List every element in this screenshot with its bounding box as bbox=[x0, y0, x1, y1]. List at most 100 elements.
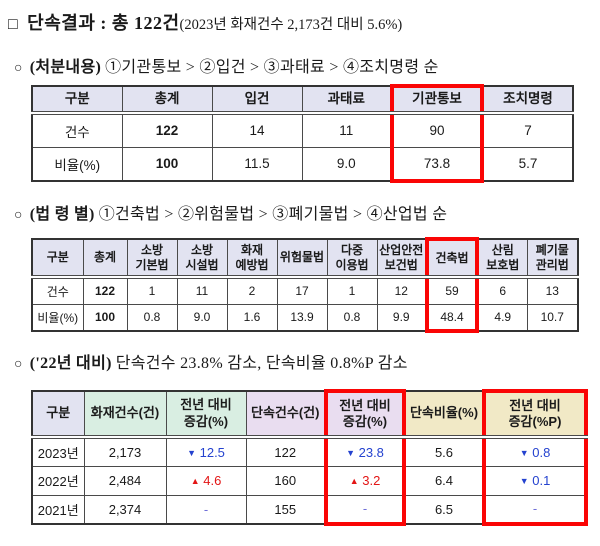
data-cell-trend-highlighted: ▼ 0.1 bbox=[482, 465, 588, 496]
data-cell: 5.7 bbox=[481, 146, 574, 182]
column-header: 산림 보호법 bbox=[476, 238, 528, 279]
data-cell: 7 bbox=[481, 112, 574, 148]
circle-bullet-icon: ○ bbox=[14, 61, 23, 76]
data-cell: 10.7 bbox=[526, 303, 579, 332]
table-row: 건수 122 1 11 2 17 1 12 59 6 13 bbox=[31, 276, 579, 305]
column-header: 과태료 bbox=[301, 85, 393, 115]
section-yoy-heading: ○ ('22년 대비) 단속건수 23.8% 감소, 단속비율 0.8%P 감소 bbox=[14, 349, 408, 373]
column-header-highlighted: 전년 대비 증감(%) bbox=[324, 389, 406, 439]
column-header: 위험물법 bbox=[276, 238, 328, 279]
data-cell: 13.9 bbox=[276, 303, 328, 332]
title-parenthetical: (2023년 화재건수 2,173건 대비 5.6%) bbox=[179, 17, 403, 33]
data-cell-trend: - bbox=[165, 494, 247, 525]
data-cell: 11.5 bbox=[211, 146, 303, 182]
disposition-table: 구분 총계 입건 과태료 기관통보 조치명령 건수 122 14 11 90 7… bbox=[31, 84, 574, 183]
table-row: 2021년 2,374 - 155 - 6.5 - bbox=[31, 494, 588, 526]
trend-value: 3.2 bbox=[362, 473, 381, 488]
column-header: 단속건수(건) bbox=[245, 390, 327, 439]
column-header: 구분 bbox=[31, 238, 84, 279]
data-cell-trend-highlighted: ▼ 0.8 bbox=[482, 436, 588, 467]
section-label: (처분내용) bbox=[29, 59, 102, 76]
square-bullet-icon: □ bbox=[8, 16, 19, 33]
circle-bullet-icon: ○ bbox=[14, 208, 23, 223]
column-header-highlighted: 전년 대비 증감(%P) bbox=[482, 389, 588, 439]
data-cell: 11 bbox=[301, 112, 393, 148]
trend-value: 4.6 bbox=[203, 473, 222, 488]
column-header: 구분 bbox=[31, 85, 123, 115]
data-cell: 14 bbox=[211, 112, 303, 148]
data-cell: 2,173 bbox=[83, 436, 167, 467]
data-cell: 5.6 bbox=[403, 436, 485, 467]
data-cell-trend-highlighted: - bbox=[482, 494, 588, 526]
trend-value: 0.8 bbox=[532, 444, 551, 460]
title-text: 단속결과 : 총 122건 bbox=[27, 13, 180, 33]
circle-bullet-icon: ○ bbox=[14, 357, 23, 372]
row-label: 2022년 bbox=[31, 465, 85, 496]
data-cell-highlighted: 90 bbox=[390, 112, 484, 148]
section-label: (법 령 별) bbox=[29, 206, 95, 223]
triangle-up-icon: ▲ bbox=[190, 476, 200, 486]
header-row: 구분 총계 입건 과태료 기관통보 조치명령 bbox=[31, 84, 574, 115]
row-label: 2023년 bbox=[31, 436, 85, 467]
section-text: 단속건수 23.8% 감소, 단속비율 0.8%P 감소 bbox=[115, 355, 408, 372]
data-cell: 11 bbox=[176, 276, 228, 305]
trend-value: 0.1 bbox=[532, 473, 551, 488]
data-cell-highlighted: 73.8 bbox=[390, 146, 484, 183]
data-cell: 9.0 bbox=[301, 146, 393, 182]
data-cell-trend: ▼ 12.5 bbox=[165, 436, 247, 467]
data-cell-highlighted: 59 bbox=[425, 276, 479, 305]
table-row: 2023년 2,173 ▼ 12.5 122 ▼ 23.8 5.6 ▼ 0.8 bbox=[31, 436, 588, 467]
data-cell: 155 bbox=[245, 494, 327, 525]
data-cell: 17 bbox=[276, 276, 328, 305]
data-cell: 6.5 bbox=[403, 494, 485, 525]
yoy-comparison-table: 구분 화재건수(건) 전년 대비 증감(%) 단속건수(건) 전년 대비 증감(… bbox=[31, 389, 588, 526]
data-cell: 2,374 bbox=[83, 494, 167, 525]
column-header-highlighted: 건축법 bbox=[425, 237, 479, 279]
section-label: ('22년 대비) bbox=[29, 355, 112, 372]
column-header: 전년 대비 증감(%) bbox=[165, 390, 247, 439]
data-cell: 0.8 bbox=[126, 303, 178, 332]
data-cell-highlighted: 48.4 bbox=[425, 303, 479, 333]
column-header: 총계 bbox=[121, 85, 213, 115]
triangle-down-icon: ▼ bbox=[519, 447, 529, 458]
data-cell: 122 bbox=[82, 276, 128, 305]
header-row: 구분 화재건수(건) 전년 대비 증감(%) 단속건수(건) 전년 대비 증감(… bbox=[31, 389, 588, 439]
column-header: 총계 bbox=[82, 238, 128, 279]
row-label: 건수 bbox=[31, 112, 123, 148]
data-cell: 6 bbox=[476, 276, 528, 305]
data-cell-trend-highlighted: ▼ 23.8 bbox=[324, 436, 406, 467]
triangle-up-icon: ▲ bbox=[349, 476, 359, 486]
column-header: 조치명령 bbox=[481, 85, 574, 115]
data-cell: 160 bbox=[245, 465, 327, 496]
data-cell: 1.6 bbox=[226, 303, 278, 332]
triangle-down-icon: ▼ bbox=[187, 447, 196, 458]
table-row: 비율(%) 100 11.5 9.0 73.8 5.7 bbox=[31, 146, 574, 183]
header-row: 구분 총계 소방 기본법 소방 시설법 화재 예방법 위험물법 다중 이용법 산… bbox=[31, 237, 579, 279]
row-label: 비율(%) bbox=[31, 303, 84, 332]
column-header: 입건 bbox=[211, 85, 303, 115]
data-cell-trend-highlighted: ▲ 3.2 bbox=[324, 465, 406, 496]
data-cell: 9.0 bbox=[176, 303, 228, 332]
row-label: 건수 bbox=[31, 276, 84, 305]
column-header: 소방 기본법 bbox=[126, 238, 178, 279]
data-cell: 100 bbox=[82, 303, 128, 332]
data-cell: 9.9 bbox=[376, 303, 428, 332]
page-title: □ 단속결과 : 총 122건(2023년 화재건수 2,173건 대비 5.6%… bbox=[8, 9, 402, 35]
column-header: 화재건수(건) bbox=[83, 390, 167, 439]
data-cell: 1 bbox=[326, 276, 378, 305]
column-header: 산업안전 보건법 bbox=[376, 238, 428, 279]
trend-value: 12.5 bbox=[199, 444, 225, 460]
data-cell: 13 bbox=[526, 276, 579, 305]
data-cell: 2 bbox=[226, 276, 278, 305]
column-header: 폐기물 관리법 bbox=[526, 238, 579, 279]
data-cell: 2,484 bbox=[83, 465, 167, 496]
triangle-down-icon: ▼ bbox=[519, 476, 529, 486]
column-header: 화재 예방법 bbox=[226, 238, 278, 279]
trend-value: 23.8 bbox=[358, 444, 384, 460]
data-cell: 122 bbox=[121, 112, 213, 148]
row-label: 비율(%) bbox=[31, 146, 123, 182]
section-text: ①건축법 > ②위험물법 > ③폐기물법 > ④산업법 순 bbox=[98, 206, 448, 223]
triangle-down-icon: ▼ bbox=[346, 447, 355, 458]
section-disposition-heading: ○ (처분내용) ①기관통보 > ②입건 > ③과태료 > ④조치명령 순 bbox=[14, 53, 439, 77]
